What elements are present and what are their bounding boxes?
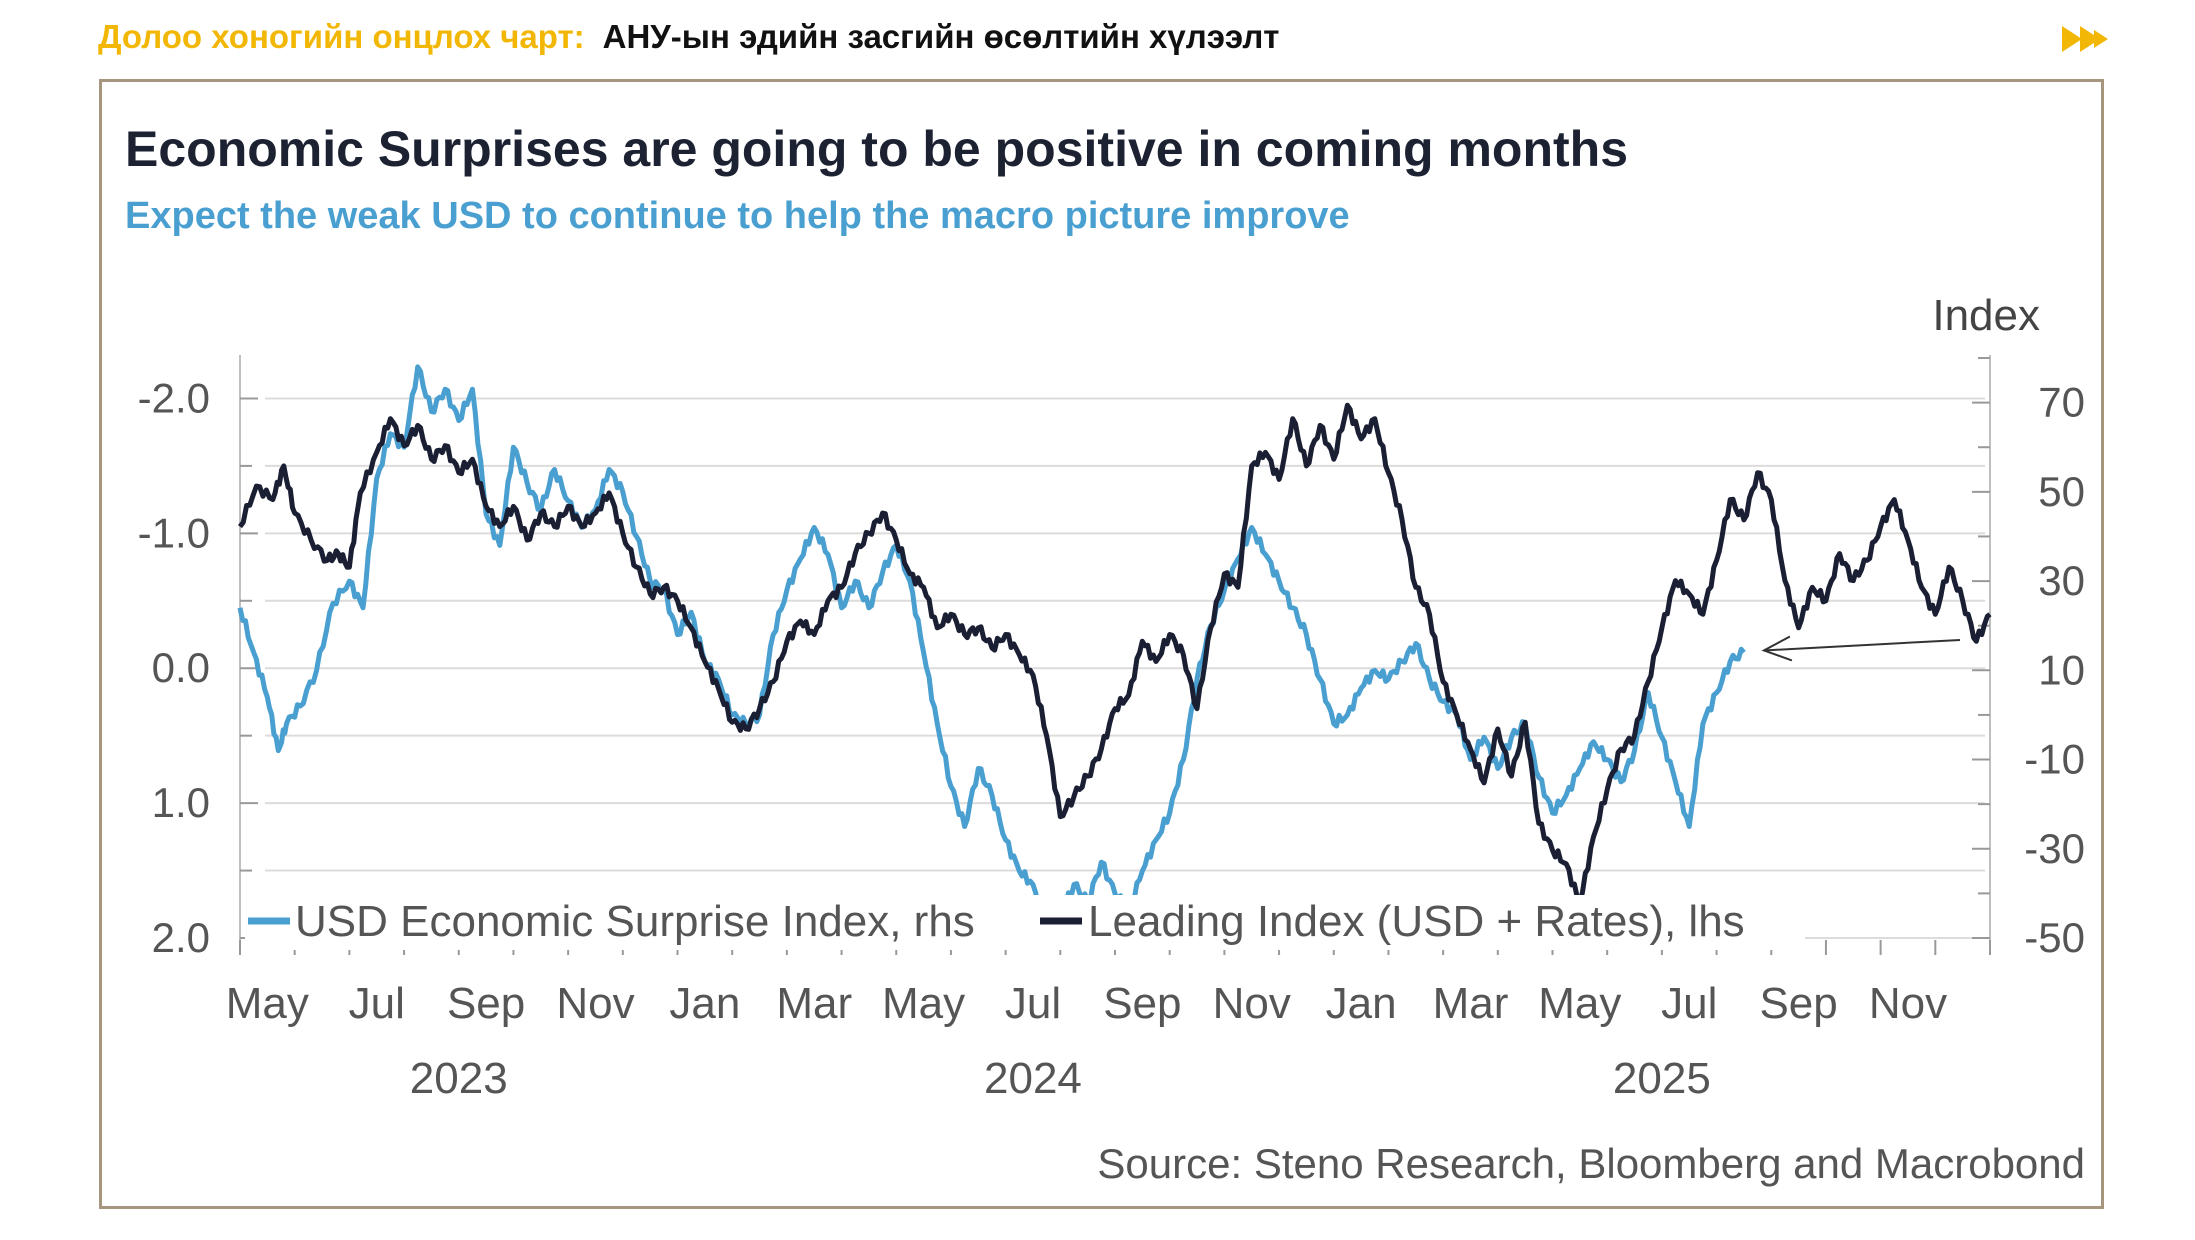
left-axis-tick-label: -1.0 [138, 509, 210, 556]
x-axis-month-label: Jan [669, 979, 740, 1028]
chart-title: Economic Surprises are going to be posit… [125, 121, 1629, 177]
left-axis-tick-label: 1.0 [152, 779, 210, 826]
x-axis-month-label: Nov [1869, 979, 1947, 1028]
page-header: Долоо хоногийн онцлох чарт: АНУ-ын эдийн… [98, 12, 1279, 62]
x-axis-month-label: Sep [447, 979, 525, 1028]
right-axis-label: Index [1932, 291, 2040, 340]
legend-background [245, 895, 1805, 950]
legend-label-leading-index: Leading Index (USD + Rates), lhs [1088, 897, 1745, 946]
x-axis-year-label: 2023 [410, 1054, 508, 1103]
chart-frame [99, 79, 2104, 1209]
annotation-arrow-line [1763, 639, 1961, 652]
x-axis-month-label: Jul [1005, 979, 1061, 1028]
x-axis-month-label: Sep [1759, 979, 1837, 1028]
header-label: Долоо хоногийн онцлох чарт: [98, 18, 585, 55]
x-axis-month-label: Mar [776, 979, 852, 1028]
x-axis-month-label: Jul [1661, 979, 1717, 1028]
series-leading-index-line [238, 402, 1992, 907]
series-usd-surprise-line [237, 364, 1746, 932]
x-axis-month-label: May [882, 979, 965, 1028]
x-axis-month-label: Sep [1103, 979, 1181, 1028]
header-title: АНУ-ын эдийн засгийн өсөлтийн хүлээлт [602, 18, 1280, 55]
legend-label-usd-surprise: USD Economic Surprise Index, rhs [295, 897, 975, 946]
annotation-arrowhead [1761, 635, 1793, 662]
x-axis-month-label: Nov [556, 979, 634, 1028]
right-axis-tick-label: -30 [2024, 825, 2085, 872]
right-axis-tick-label: -10 [2024, 736, 2085, 783]
x-axis-year-label: 2025 [1613, 1054, 1711, 1103]
right-axis-tick-label: 30 [2038, 557, 2085, 604]
x-axis-month-label: Nov [1213, 979, 1291, 1028]
left-axis-tick-label: -2.0 [138, 374, 210, 421]
x-axis-month-label: Jul [349, 979, 405, 1028]
right-axis-tick-label: -50 [2024, 914, 2085, 961]
left-axis-tick-label: 2.0 [152, 914, 210, 961]
chart-source: Source: Steno Research, Bloomberg and Ma… [1097, 1140, 2085, 1187]
right-axis-tick-label: 50 [2038, 468, 2085, 515]
x-axis-month-label: Mar [1433, 979, 1509, 1028]
x-axis-month-label: Jan [1326, 979, 1397, 1028]
right-axis-tick-label: 70 [2038, 379, 2085, 426]
right-axis-tick-label: 10 [2038, 646, 2085, 693]
double-chevron-right-icon[interactable] [2060, 18, 2110, 60]
x-axis-month-label: May [1538, 979, 1621, 1028]
chart-subtitle: Expect the weak USD to continue to help … [125, 195, 1350, 237]
left-axis-tick-label: 0.0 [152, 644, 210, 691]
x-axis-month-label: May [226, 979, 309, 1028]
x-axis-year-label: 2024 [984, 1054, 1082, 1103]
